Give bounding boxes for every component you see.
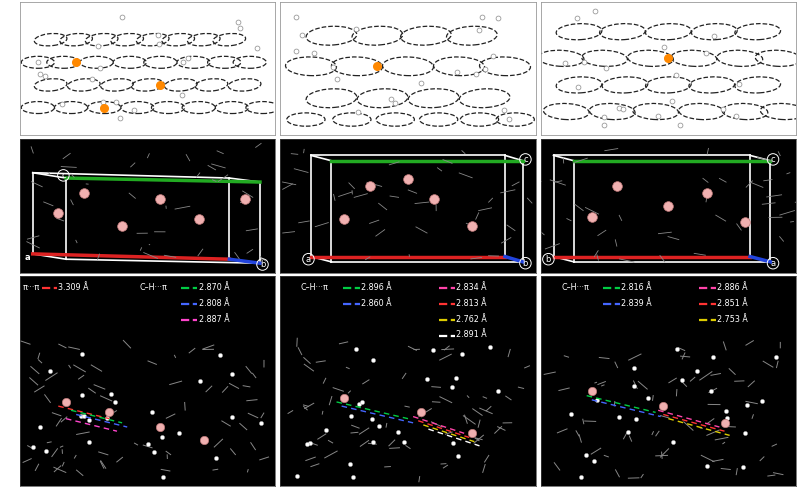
Text: 2.891 Å: 2.891 Å bbox=[457, 330, 487, 340]
Text: a: a bbox=[306, 255, 311, 264]
Text: C–H···π: C–H···π bbox=[301, 283, 329, 292]
Text: 2.870 Å: 2.870 Å bbox=[198, 283, 230, 292]
Text: a: a bbox=[10, 0, 18, 1]
Text: 2.808 Å: 2.808 Å bbox=[198, 299, 229, 307]
Text: c: c bbox=[11, 262, 18, 274]
Text: c: c bbox=[770, 155, 775, 164]
Text: 2.886 Å: 2.886 Å bbox=[717, 283, 747, 292]
Text: π···π: π···π bbox=[22, 283, 40, 292]
Text: 2.816 Å: 2.816 Å bbox=[621, 283, 652, 292]
Text: 2.860 Å: 2.860 Å bbox=[361, 299, 391, 307]
Text: 2.753 Å: 2.753 Å bbox=[717, 315, 748, 324]
Text: b: b bbox=[10, 125, 18, 138]
Text: 3.309 Å: 3.309 Å bbox=[58, 283, 89, 292]
Text: b: b bbox=[260, 260, 265, 269]
Text: 2.813 Å: 2.813 Å bbox=[457, 299, 487, 307]
Text: C–H···π: C–H···π bbox=[140, 283, 168, 292]
Text: 2.896 Å: 2.896 Å bbox=[361, 283, 391, 292]
Text: b: b bbox=[522, 259, 528, 268]
Text: 2.762 Å: 2.762 Å bbox=[457, 315, 487, 324]
Text: c: c bbox=[61, 171, 66, 180]
Text: 2.887 Å: 2.887 Å bbox=[198, 315, 230, 324]
Text: a: a bbox=[770, 259, 775, 268]
Text: b: b bbox=[546, 255, 551, 264]
Text: a: a bbox=[25, 253, 30, 262]
Text: 2.839 Å: 2.839 Å bbox=[621, 299, 652, 307]
Text: 2.851 Å: 2.851 Å bbox=[717, 299, 747, 307]
Text: c: c bbox=[523, 155, 528, 164]
Text: 2.834 Å: 2.834 Å bbox=[457, 283, 487, 292]
Text: C–H···π: C–H···π bbox=[561, 283, 589, 292]
